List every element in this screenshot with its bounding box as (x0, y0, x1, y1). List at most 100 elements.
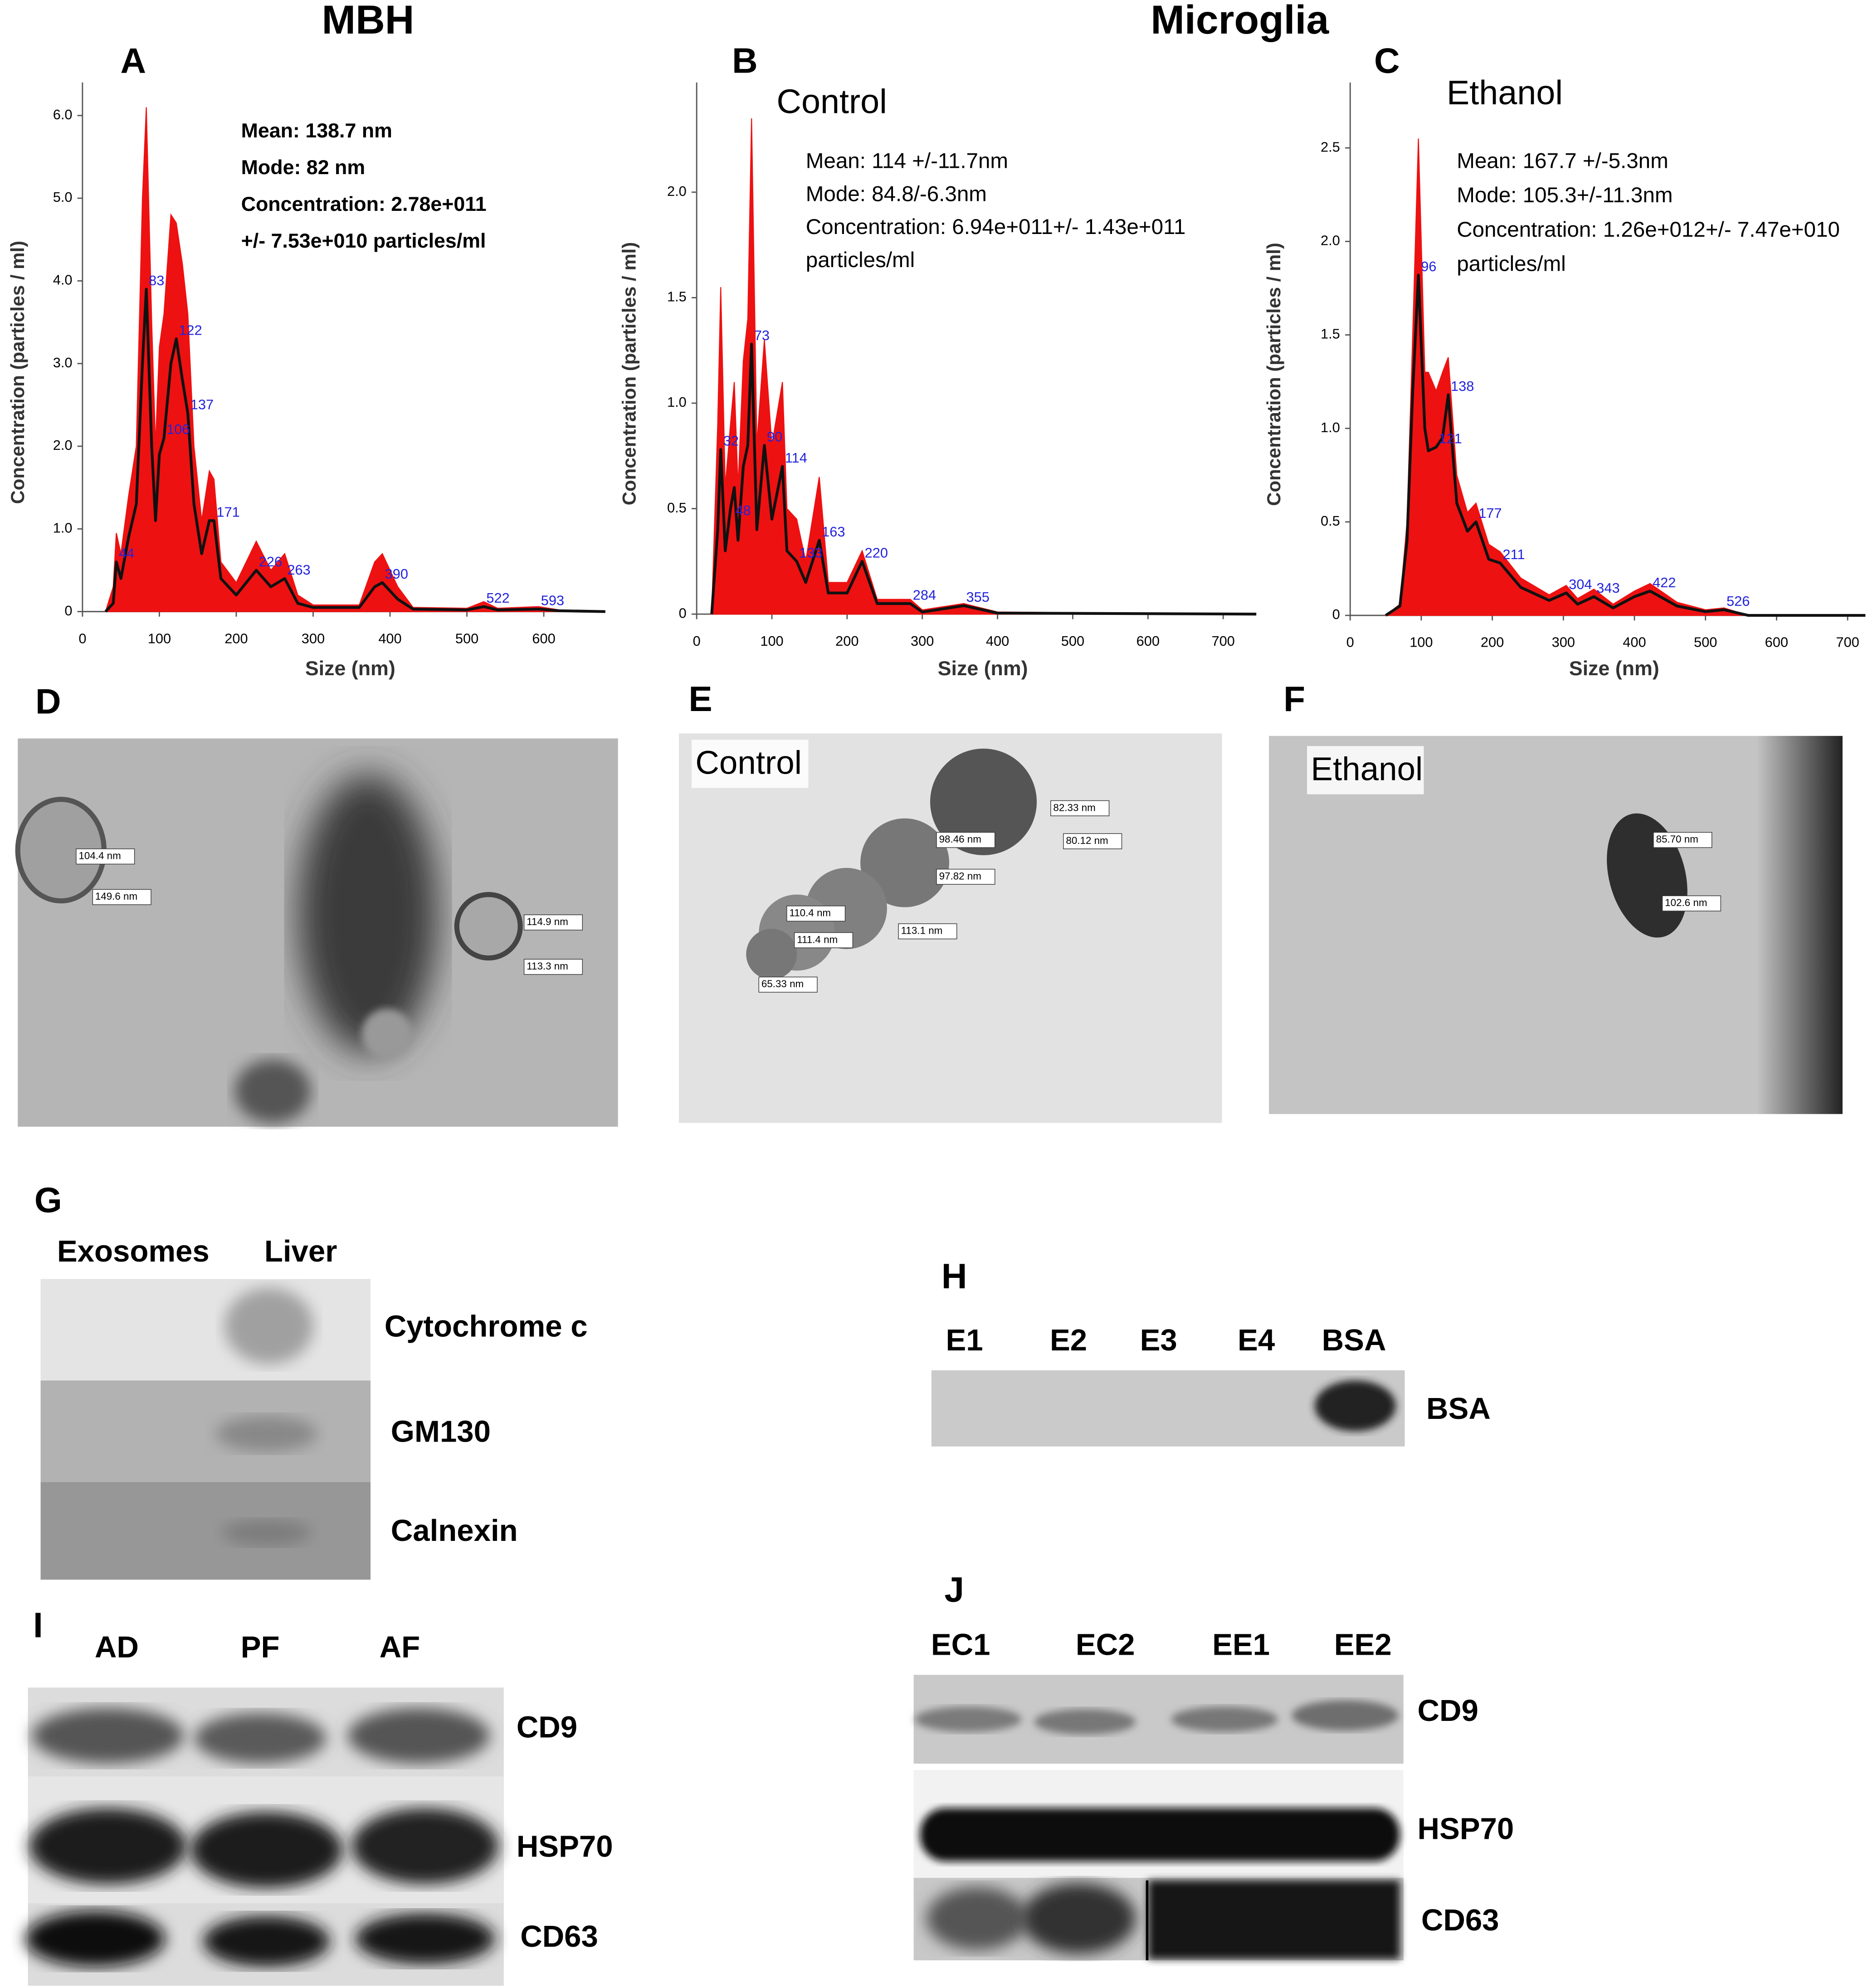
peak-label: 121 (1439, 430, 1462, 446)
peak-label: 220 (865, 545, 888, 560)
measurement-label: 80.12 nm (1066, 835, 1108, 846)
peak-label: 138 (1451, 378, 1474, 394)
peak-label: 83 (149, 273, 164, 288)
x-tick-label: 600 (1136, 633, 1160, 649)
annotation: Mode: 105.3+/-11.3nm (1457, 183, 1673, 207)
band-label: HSP70 (517, 1830, 613, 1864)
peak-label: 73 (754, 327, 770, 343)
y-tick-label: 6.0 (53, 107, 73, 122)
x-tick-label: 400 (378, 630, 401, 646)
measurement-box (786, 906, 846, 922)
panel-letter: A (121, 41, 146, 81)
y-tick-label: 5.0 (53, 189, 73, 205)
peak-label: 122 (179, 322, 202, 338)
measurement-label: 114.9 nm (527, 916, 568, 927)
annotation: Mode: 82 nm (241, 156, 366, 179)
peak-label: 96 (1421, 258, 1436, 274)
micrograph-title: Control (695, 744, 802, 781)
measurement-box (523, 914, 583, 931)
x-tick-label: 500 (1061, 633, 1084, 649)
peak-label: 343 (1596, 580, 1619, 596)
measurement-box (523, 959, 583, 975)
x-tick-label: 300 (911, 633, 934, 649)
y-tick-label: 1.0 (667, 394, 687, 410)
x-axis-label: Size (nm) (1569, 657, 1659, 680)
peak-label: 526 (1727, 593, 1750, 609)
title-box (1307, 746, 1424, 794)
measurement-label: 97.82 nm (939, 870, 981, 882)
y-tick-label: 2.5 (1321, 139, 1340, 155)
y-tick-label: 2.0 (1321, 232, 1340, 248)
x-tick-label: 400 (986, 633, 1009, 649)
lane-label: BSA (1322, 1323, 1386, 1357)
x-tick-label: 700 (1836, 634, 1859, 650)
band-label: HSP70 (1417, 1812, 1514, 1846)
lane-label: EE2 (1334, 1628, 1392, 1662)
panel-letter: E (688, 679, 712, 719)
peak-label: 177 (1478, 505, 1502, 521)
y-tick-label: 1.0 (53, 520, 73, 536)
x-tick-label: 600 (1765, 634, 1788, 650)
y-tick-label: 0 (679, 605, 687, 621)
blot-g-image (40, 1279, 371, 1580)
y-tick-label: 0 (1332, 606, 1340, 622)
x-tick-label: 200 (835, 633, 858, 649)
measurement-label: 149.6 nm (95, 891, 137, 902)
peak-label: 106 (166, 421, 190, 437)
annotation: particles/ml (1457, 252, 1566, 276)
measurement-box (1653, 832, 1712, 848)
measurement-box (936, 868, 995, 885)
lane-label: EC1 (931, 1628, 990, 1662)
lane-label: E4 (1238, 1323, 1275, 1357)
measurement-label: 65.33 nm (761, 978, 804, 989)
lane-label: AD (95, 1630, 139, 1664)
peak-label: 211 (1502, 546, 1525, 562)
annotation: particles/ml (806, 248, 915, 272)
measurement-label: 98.46 nm (939, 833, 981, 845)
band-label: CD63 (1421, 1903, 1499, 1937)
x-axis-label: Size (nm) (938, 657, 1028, 680)
band-label: Calnexin (391, 1514, 518, 1548)
y-tick-label: 0.5 (667, 500, 687, 516)
y-tick-label: 0.5 (1321, 513, 1340, 529)
peak-label: 226 (259, 554, 282, 570)
micrograph-title: Ethanol (1311, 750, 1423, 787)
measurement-box (936, 832, 995, 848)
blot-h-image (931, 1370, 1405, 1447)
measurement-label: 104.4 nm (78, 850, 121, 862)
measurement-box (1063, 833, 1122, 849)
lane-label: Liver (264, 1234, 337, 1268)
measurement-label: 82.33 nm (1053, 802, 1095, 813)
band-label: GM130 (391, 1415, 491, 1449)
panel-letter: D (35, 682, 61, 721)
blot-i-image (25, 1687, 504, 1986)
error-area (711, 118, 1257, 615)
peak-label: 263 (287, 562, 310, 578)
measurement-box (76, 848, 135, 865)
y-tick-label: 3.0 (53, 355, 73, 370)
lane-label: AF (380, 1630, 420, 1664)
x-tick-label: 500 (455, 630, 478, 646)
panel-letter: F (1283, 679, 1305, 719)
peak-label: 133 (799, 545, 822, 560)
panel-letter: H (941, 1256, 967, 1296)
band-label: CD9 (517, 1710, 577, 1744)
peak-label: 522 (486, 590, 509, 606)
x-tick-label: 100 (1410, 634, 1433, 650)
peak-label: 90 (767, 429, 782, 444)
y-tick-label: 1.5 (667, 289, 687, 305)
x-tick-label: 300 (302, 630, 325, 646)
chart-title: Ethanol (1447, 74, 1563, 112)
annotation: Mean: 167.7 +/-5.3nm (1457, 149, 1668, 173)
x-tick-label: 500 (1694, 634, 1717, 650)
x-tick-label: 0 (1346, 634, 1354, 650)
lane-label: EE1 (1212, 1628, 1270, 1662)
annotation: Concentration: 6.94e+011+/- 1.43e+011 (806, 215, 1186, 239)
x-tick-label: 600 (532, 630, 555, 646)
measurement-label: 85.70 nm (1656, 833, 1698, 845)
peak-label: 137 (190, 396, 214, 412)
error-area (105, 107, 605, 612)
peak-label: 593 (541, 593, 564, 609)
title-box (691, 740, 809, 788)
